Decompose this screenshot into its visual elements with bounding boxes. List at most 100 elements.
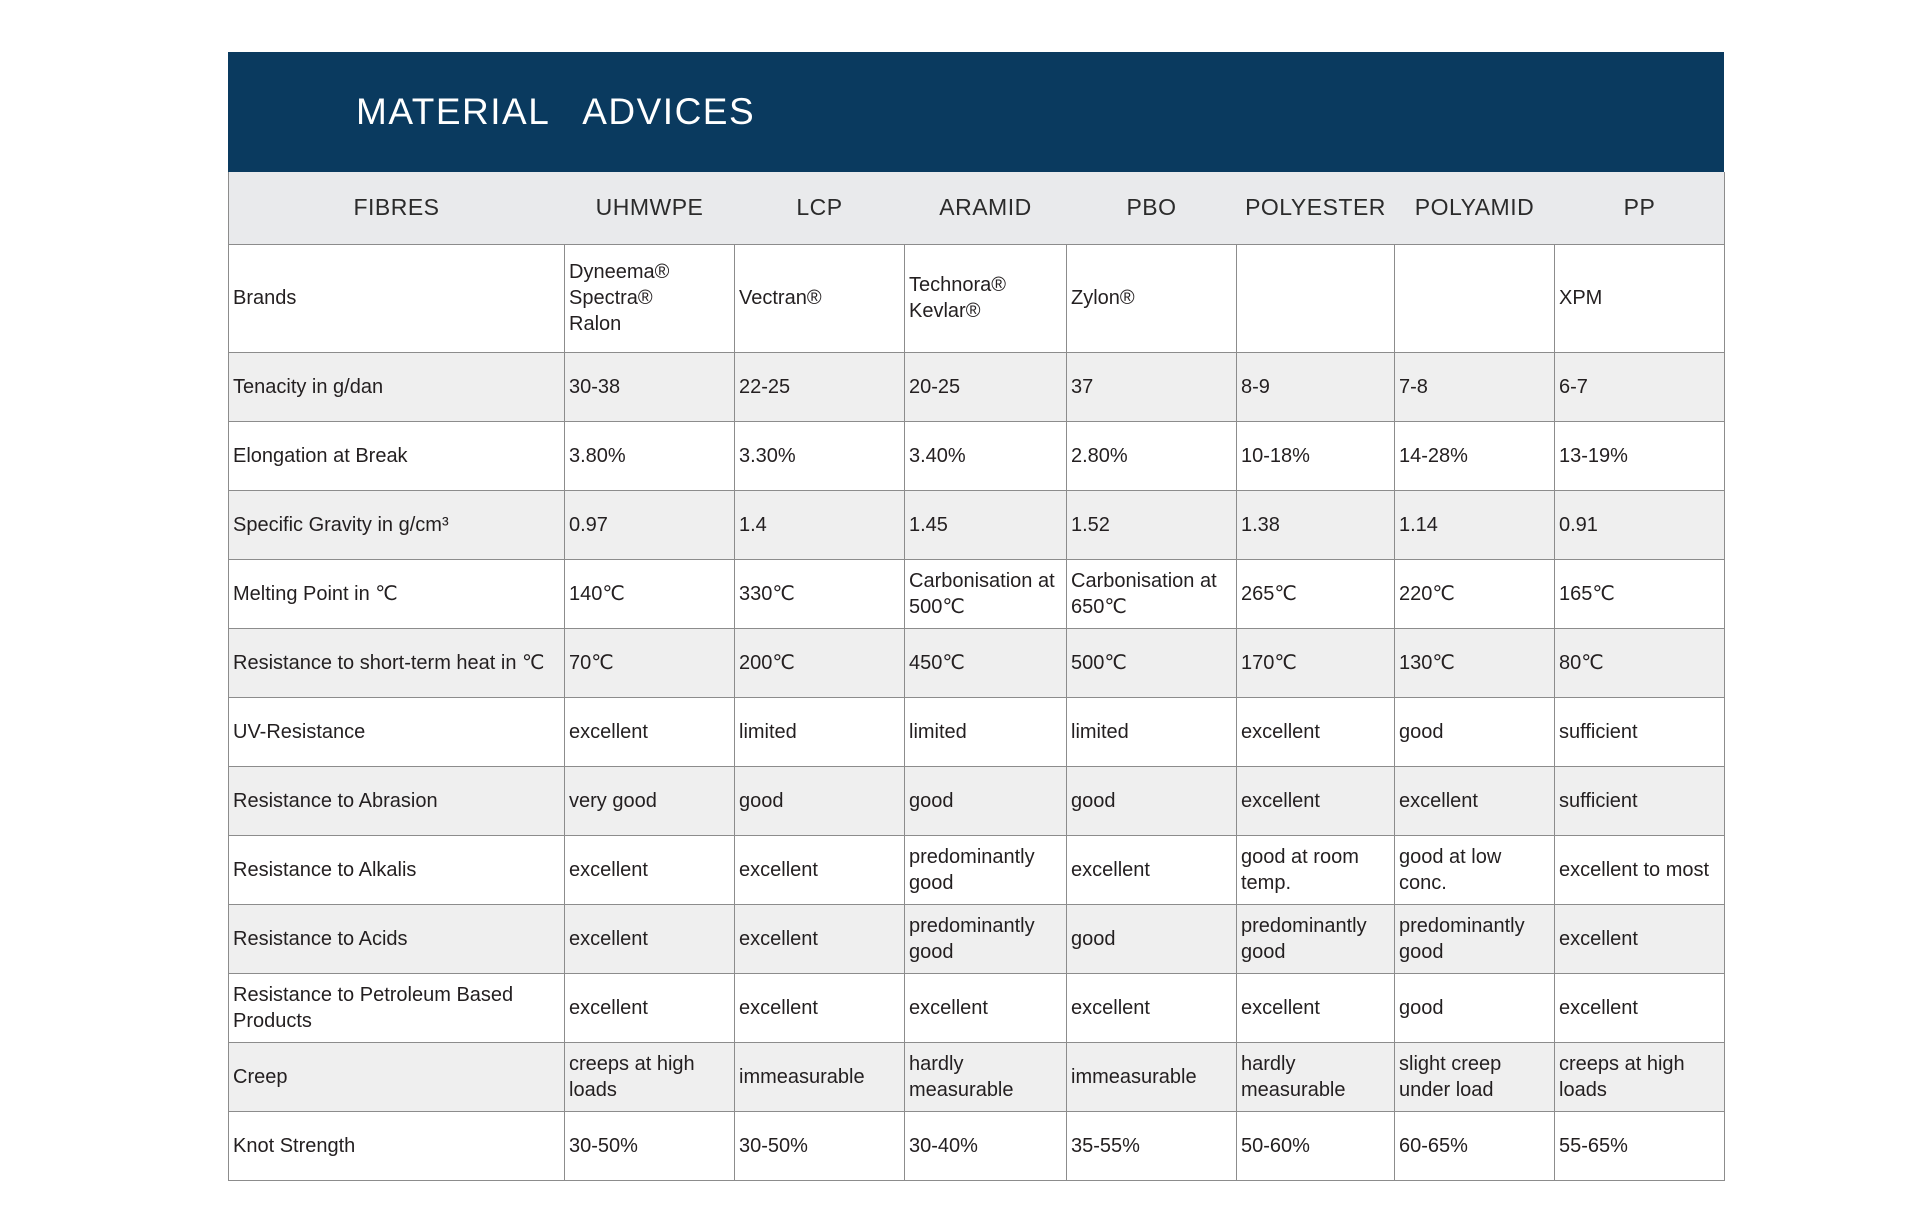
table-row: Resistance to short-term heat in ℃ 70℃ 200…: [228, 627, 1725, 698]
column-header-pbo: PBO: [1066, 172, 1237, 245]
table-cell: good at room temp.: [1236, 834, 1395, 905]
table-cell: excellent: [1554, 903, 1725, 974]
table-cell: creeps at high loads: [564, 1041, 735, 1112]
table-cell: 22-25: [734, 351, 905, 422]
table-cell: Dyneema® Spectra® Ralon: [564, 243, 735, 353]
table-header: FIBRES UHMWPE LCP ARAMID PBO POLYESTER POLYAMI…: [228, 172, 1725, 245]
table-cell: [1236, 243, 1395, 353]
table-cell: 200℃: [734, 627, 905, 698]
table-cell: excellent to most: [1554, 834, 1725, 905]
row-label: Resistance to Abrasion: [228, 765, 565, 836]
table-cell: excellent: [904, 972, 1067, 1043]
table-cell: good: [734, 765, 905, 836]
table-cell: 265℃: [1236, 558, 1395, 629]
table-cell: predominantly good: [1236, 903, 1395, 974]
table-cell: 14-28%: [1394, 420, 1555, 491]
table-cell: 30-40%: [904, 1110, 1067, 1181]
header-row: FIBRES UHMWPE LCP ARAMID PBO POLYESTER POLYAMI…: [228, 172, 1725, 245]
table-cell: 3.80%: [564, 420, 735, 491]
table-cell: immeasurable: [1066, 1041, 1237, 1112]
table-cell: 35-55%: [1066, 1110, 1237, 1181]
table-row: Melting Point in ℃ 140℃ 330℃ Carbonisation …: [228, 558, 1725, 629]
table-row: Tenacity in g/dan 30-38 22-25 20-25 37 8-9 7-8…: [228, 351, 1725, 422]
column-header-aramid: ARAMID: [904, 172, 1067, 245]
table-cell: 2.80%: [1066, 420, 1237, 491]
table-cell: 80℃: [1554, 627, 1725, 698]
table-cell: 220℃: [1394, 558, 1555, 629]
table-cell: excellent: [564, 696, 735, 767]
row-label: Brands: [228, 243, 565, 353]
table-cell: predominantly good: [1394, 903, 1555, 974]
row-label: Resistance to Alkalis: [228, 834, 565, 905]
table-cell: 10-18%: [1236, 420, 1395, 491]
table-cell: excellent: [734, 903, 905, 974]
table-row: UV-Resistance excellent limited limited limi…: [228, 696, 1725, 767]
table-cell: slight creep under load: [1394, 1041, 1555, 1112]
table-cell: limited: [1066, 696, 1237, 767]
table-cell: limited: [734, 696, 905, 767]
row-label: Knot Strength: [228, 1110, 565, 1181]
table-row: Resistance to Acids excellent excellent pre…: [228, 903, 1725, 974]
table-cell: Zylon®: [1066, 243, 1237, 353]
column-header-polyamid: POLYAMID: [1394, 172, 1555, 245]
table-cell: Technora® Kevlar®: [904, 243, 1067, 353]
table-cell: immeasurable: [734, 1041, 905, 1112]
table-cell: 30-38: [564, 351, 735, 422]
column-header-uhmwpe: UHMWPE: [564, 172, 735, 245]
table-cell: excellent: [1394, 765, 1555, 836]
table-cell: 20-25: [904, 351, 1067, 422]
table-cell: limited: [904, 696, 1067, 767]
table-row: Brands Dyneema® Spectra® Ralon Vectran® Tec…: [228, 243, 1725, 353]
table-cell: 7-8: [1394, 351, 1555, 422]
table-cell: sufficient: [1554, 765, 1725, 836]
table-cell: 1.52: [1066, 489, 1237, 560]
row-label: Resistance to Acids: [228, 903, 565, 974]
row-label: Specific Gravity in g/cm³: [228, 489, 565, 560]
table-cell: 0.97: [564, 489, 735, 560]
table-cell: 330℃: [734, 558, 905, 629]
material-table: FIBRES UHMWPE LCP ARAMID PBO POLYESTER POLYAMI…: [228, 172, 1725, 1181]
table-cell: good: [904, 765, 1067, 836]
table-row: Resistance to Petroleum Based Products ex…: [228, 972, 1725, 1043]
table-cell: excellent: [1554, 972, 1725, 1043]
table-cell: 3.30%: [734, 420, 905, 491]
table-cell: 8-9: [1236, 351, 1395, 422]
table-cell: 6-7: [1554, 351, 1725, 422]
table-cell: excellent: [1066, 834, 1237, 905]
table-cell: 30-50%: [734, 1110, 905, 1181]
table-cell: excellent: [734, 834, 905, 905]
row-label: Resistance to short-term heat in ℃: [228, 627, 565, 698]
table-cell: Vectran®: [734, 243, 905, 353]
table-cell: excellent: [1236, 765, 1395, 836]
table-cell: excellent: [564, 972, 735, 1043]
table-cell: 500℃: [1066, 627, 1237, 698]
table-cell: 50-60%: [1236, 1110, 1395, 1181]
table-cell: excellent: [1236, 972, 1395, 1043]
table-cell: good at low conc.: [1394, 834, 1555, 905]
table-cell: 1.14: [1394, 489, 1555, 560]
table-cell: 1.45: [904, 489, 1067, 560]
row-label: Melting Point in ℃: [228, 558, 565, 629]
row-label: Creep: [228, 1041, 565, 1112]
row-label: UV-Resistance: [228, 696, 565, 767]
table-cell: 55-65%: [1554, 1110, 1725, 1181]
table-cell: hardly measurable: [1236, 1041, 1395, 1112]
table-cell: excellent: [1066, 972, 1237, 1043]
table-cell: good: [1394, 972, 1555, 1043]
table-cell: predominantly good: [904, 903, 1067, 974]
column-header-pp: PP: [1554, 172, 1725, 245]
column-header-fibres: FIBRES: [228, 172, 565, 245]
table-cell: creeps at high loads: [1554, 1041, 1725, 1112]
row-label: Resistance to Petroleum Based Products: [228, 972, 565, 1043]
table-cell: 140℃: [564, 558, 735, 629]
table-cell: good: [1066, 903, 1237, 974]
row-label: Tenacity in g/dan: [228, 351, 565, 422]
table-cell: excellent: [1236, 696, 1395, 767]
table-row: Resistance to Abrasion very good good good g…: [228, 765, 1725, 836]
table-cell: very good: [564, 765, 735, 836]
table-cell: good: [1394, 696, 1555, 767]
table-cell: sufficient: [1554, 696, 1725, 767]
table-cell: Carbonisation at 650℃: [1066, 558, 1237, 629]
column-header-lcp: LCP: [734, 172, 905, 245]
table-cell: 1.38: [1236, 489, 1395, 560]
